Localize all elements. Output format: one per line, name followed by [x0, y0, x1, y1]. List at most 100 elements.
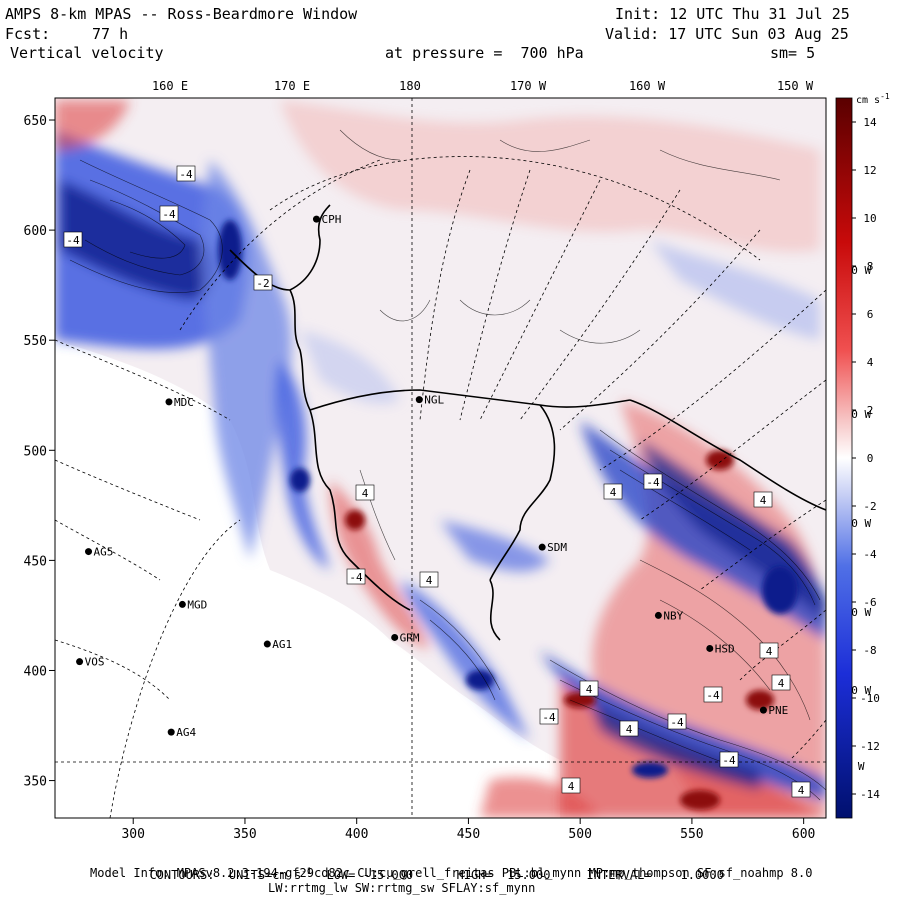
- station-label: VOS: [85, 656, 105, 669]
- map-frame: [54, 97, 827, 819]
- station-marker-icon: [759, 706, 767, 714]
- station-vos: VOS: [76, 656, 104, 669]
- x-tick-label: 450: [457, 827, 480, 842]
- top-lon-label: 160 W: [629, 79, 666, 93]
- svg-text:-4: -4: [179, 168, 193, 181]
- colorbar-tick-label: 4: [867, 356, 874, 369]
- colorbar-ticks: 14 12 10 8 6 4 2 0 -2 -4 -6 -8 -10 -12 -14: [852, 116, 880, 801]
- station-label: GRM: [400, 631, 420, 644]
- colorbar-tick-label: -2: [863, 500, 876, 513]
- station-label: MGD: [187, 598, 207, 611]
- station-nby: NBY: [654, 609, 684, 622]
- station-label: MDC: [174, 396, 194, 409]
- colorbar-unit: cm s-1: [856, 92, 890, 106]
- contour-label: -4: [667, 713, 687, 730]
- smoothing-label: sm= 5: [770, 44, 816, 62]
- variable-name: Vertical velocity: [10, 44, 164, 62]
- top-lon-label: 170 W: [510, 79, 547, 93]
- svg-text:-4: -4: [646, 476, 660, 489]
- station-ngl: NGL: [415, 394, 445, 407]
- x-tick-label: 550: [680, 827, 703, 842]
- colorbar-tick-label: 14: [863, 116, 877, 129]
- svg-text:4: 4: [568, 780, 575, 793]
- svg-text:-4: -4: [349, 571, 363, 584]
- svg-text:4: 4: [778, 677, 785, 690]
- top-longitude-labels: 160 E 170 E 180 170 W 160 W 150 W: [152, 79, 814, 93]
- station-pne: PNE: [759, 704, 788, 717]
- svg-text:4: 4: [426, 574, 433, 587]
- svg-text:4: 4: [626, 723, 633, 736]
- station-label: AG5: [94, 546, 114, 559]
- contour-label: -4: [63, 231, 83, 248]
- contour-label: 4: [419, 571, 439, 588]
- colorbar-tick-label: -8: [863, 644, 876, 657]
- contour-label: 4: [791, 781, 811, 798]
- station-marker-icon: [263, 640, 271, 648]
- station-label: NBY: [663, 609, 683, 622]
- colorbar-tick-label: -12: [860, 740, 880, 753]
- svg-text:-4: -4: [542, 711, 556, 724]
- station-marker-icon: [85, 548, 93, 556]
- station-marker-icon: [538, 543, 546, 551]
- station-ag5: AG5: [85, 546, 113, 559]
- y-tick-label: 550: [24, 334, 47, 349]
- colorbar: 14 12 10 8 6 4 2 0 -2 -4 -6 -8 -10 -12 -14 cm s-1: [835, 92, 890, 819]
- no-data-region: [55, 340, 560, 818]
- contour-lines: [69, 129, 826, 801]
- y-axis-ticks: 650 600 550 500 450 400 350: [24, 114, 55, 790]
- contour-label: 4: [603, 483, 623, 500]
- station-label: SDM: [547, 541, 567, 554]
- x-tick-label: 300: [121, 827, 144, 842]
- station-label: CPH: [321, 213, 341, 226]
- svg-text:4: 4: [798, 784, 805, 797]
- map-title: AMPS 8-km MPAS -- Ross-Beardmore Window: [5, 5, 358, 23]
- station-marker-icon: [178, 600, 186, 608]
- svg-text:4: 4: [610, 486, 617, 499]
- station-marker-icon: [165, 398, 173, 406]
- contour-label: 4: [355, 484, 375, 501]
- svg-text:-4: -4: [722, 754, 736, 767]
- svg-text:4: 4: [362, 487, 369, 500]
- x-axis-ticks: 300 350 400 450 500 550 600: [121, 818, 815, 842]
- forecast-label: Fcst:: [5, 25, 51, 43]
- y-tick-label: 400: [24, 664, 47, 679]
- station-ag1: AG1: [263, 638, 292, 651]
- contour-label: -2: [253, 274, 273, 291]
- svg-text:-4: -4: [706, 689, 720, 702]
- station-marker-icon: [654, 611, 662, 619]
- top-lon-label: 160 E: [152, 79, 188, 93]
- contour-label: -4: [346, 568, 366, 585]
- station-marker-icon: [391, 633, 399, 641]
- colorbar-tick-label: 6: [867, 308, 874, 321]
- contour-label: 4: [771, 674, 791, 691]
- forecast-hours: 77 h: [92, 25, 129, 43]
- contour-label: -4: [159, 205, 179, 222]
- station-sdm: SDM: [538, 541, 567, 554]
- valid-time: Valid: 17 UTC Sun 03 Aug 25: [605, 25, 849, 43]
- contours-info: CONTOURS: UNITS=cm s-1 LOW= -15.000 HIGH…: [149, 867, 724, 882]
- station-marker-icon: [312, 215, 320, 223]
- colorbar-tick-label: 2: [867, 404, 874, 417]
- x-tick-label: 500: [568, 827, 591, 842]
- contour-labels: -4 -4 -4 -2 4 -4 4 4 -4 4 -4 4 4 -4 -4 4 4 -4 4 4: [63, 165, 811, 798]
- station-marker-icon: [706, 644, 714, 652]
- station-hsd: HSD: [706, 642, 735, 655]
- svg-text:-4: -4: [670, 716, 684, 729]
- contour-label: 4: [753, 491, 773, 508]
- contour-label: -4: [703, 686, 723, 703]
- top-lon-label: 170 E: [274, 79, 310, 93]
- top-lon-label: 150 W: [777, 79, 814, 93]
- svg-text:4: 4: [760, 494, 767, 507]
- contour-label: 4: [759, 642, 779, 659]
- svg-text:-4: -4: [66, 234, 80, 247]
- model-info: Model Info: MPASv8.2.3-194-gf29cd82c CU:…: [90, 866, 813, 880]
- pressure-level: at pressure = 700 hPa: [385, 44, 584, 62]
- station-marker-icon: [167, 728, 175, 736]
- colorbar-tick-label: 12: [863, 164, 876, 177]
- contour-label: -4: [539, 708, 559, 725]
- init-time: Init: 12 UTC Thu 31 Jul 25: [615, 5, 850, 23]
- y-tick-label: 500: [24, 444, 47, 459]
- station-cph: CPH: [312, 213, 341, 226]
